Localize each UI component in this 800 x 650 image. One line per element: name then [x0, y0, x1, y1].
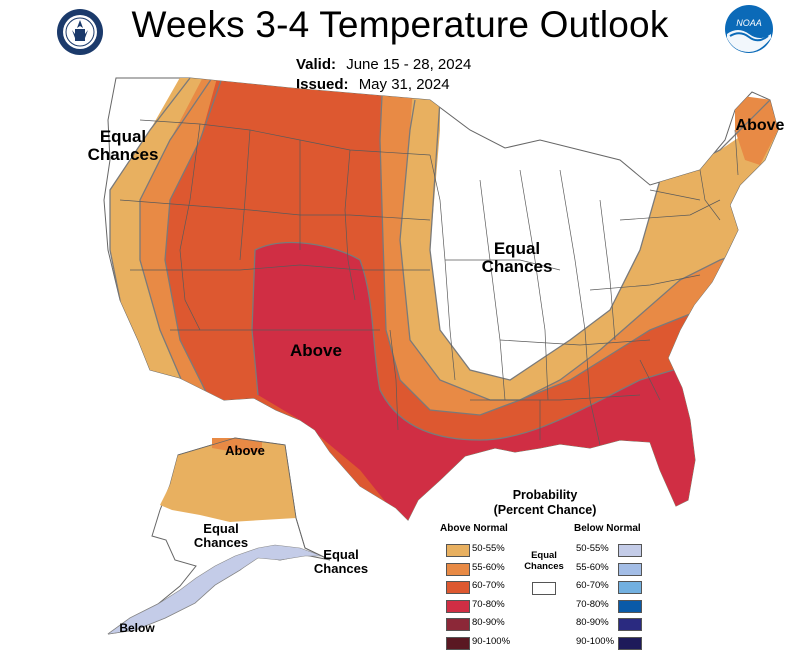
legend-below-label: 80-90% [576, 617, 609, 628]
contour-70 [251, 241, 681, 441]
legend-title: Probability (Percent Chance) [470, 488, 620, 518]
issued-line: Issued: May 31, 2024 [296, 76, 450, 93]
band-northeast-55-60 [735, 95, 778, 165]
commerce-seal-logo [57, 9, 103, 55]
label-northeast-above: Above [735, 117, 785, 134]
label-alaska-equal-chances: Equal Chances [193, 521, 249, 550]
contour-60 [164, 78, 778, 416]
legend-title-line2: (Percent Chance) [493, 503, 597, 517]
legend-below-swatch [618, 544, 642, 557]
legend-above-swatch [446, 618, 470, 631]
legend-below-swatch [618, 581, 642, 594]
legend-equal-label: Equal Chances [524, 550, 564, 572]
legend-above-heading: Above Normal [440, 523, 508, 534]
legend-below-label: 70-80% [576, 598, 609, 610]
valid-dates: June 15 - 28, 2024 [346, 56, 472, 73]
valid-line: Valid: June 15 - 28, 2024 [296, 56, 471, 73]
legend-below-label: 60-70% [576, 580, 609, 591]
legend-above-label: 55-60% [472, 561, 505, 573]
label-central-equal-chances: Equal Chances [481, 239, 553, 276]
issued-date: May 31, 2024 [358, 76, 450, 93]
legend-above-swatch [446, 544, 470, 557]
legend-below-label: 55-60% [576, 561, 609, 573]
legend-above-swatch [446, 562, 470, 576]
legend-below-swatch [618, 599, 642, 613]
label-southwest-above: Above [290, 341, 342, 360]
legend-equal-swatch [532, 582, 556, 595]
legend-below-swatch [618, 618, 642, 631]
legend-above-label: 80-90% [472, 617, 505, 628]
alaska-above-band [160, 438, 296, 522]
legend-above-label: 90-100% [472, 635, 511, 647]
legend-below-swatch [618, 562, 642, 576]
label-alaska-below: Below [119, 621, 155, 635]
page-title: Weeks 3-4 Temperature Outlook [131, 4, 669, 45]
noaa-logo: NOAA [725, 5, 773, 53]
state-borders [119, 119, 739, 446]
probability-bands [110, 78, 778, 520]
legend-below-heading: Below Normal [574, 523, 641, 534]
legend-above-swatch [446, 599, 470, 613]
legend-title-line1: Probability [512, 488, 578, 502]
legend-below-label: 90-100% [576, 635, 615, 647]
legend-below-swatch [618, 636, 642, 650]
alaska-map [107, 437, 331, 635]
legend-above-label: 50-55% [472, 543, 505, 554]
label-alaska-above: Above [225, 443, 265, 458]
label-west-equal-chances: Equal Chances [87, 127, 159, 164]
alaska-below-band [107, 544, 323, 635]
legend-above-swatch [446, 636, 470, 650]
legend-above-swatch [446, 581, 470, 594]
legend-below-label: 50-55% [576, 543, 609, 554]
valid-label: Valid: [296, 56, 337, 73]
legend-above-label: 60-70% [472, 580, 505, 591]
label-alaska-east-equal-chances: Equal Chances [313, 547, 369, 576]
issued-label: Issued: [296, 76, 349, 93]
legend-above-label: 70-80% [472, 598, 505, 610]
noaa-logo-text: NOAA [736, 18, 762, 28]
